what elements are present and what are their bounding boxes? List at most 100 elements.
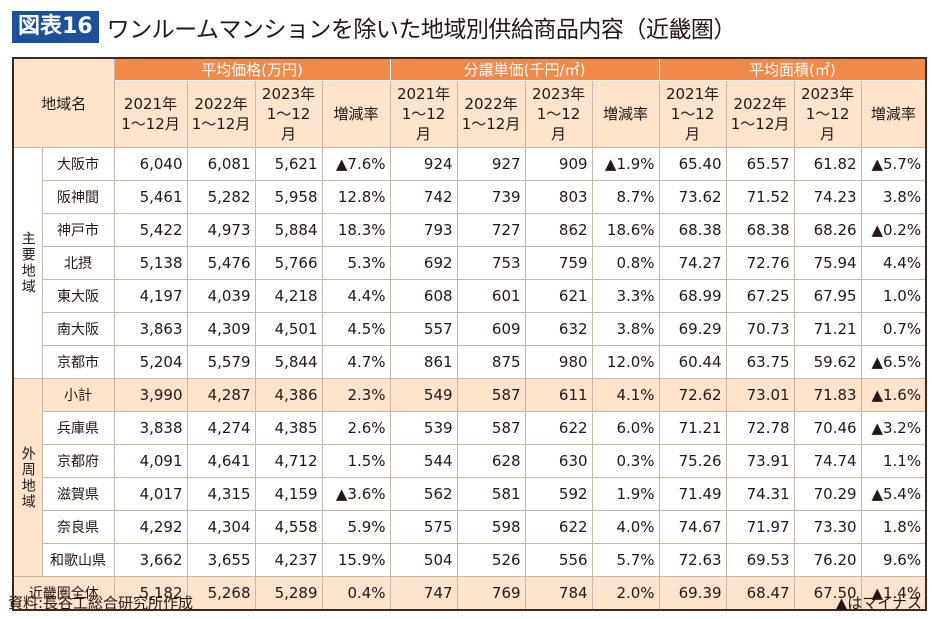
sub-header: 2022年 1～12月: [456, 80, 526, 148]
cell-value: 74.27: [658, 246, 727, 280]
cell-value: 72.78: [725, 411, 795, 445]
cell-value: 575: [389, 510, 458, 544]
region-name: 大阪市: [41, 147, 115, 181]
cell-value: 3,662: [113, 543, 188, 577]
table-row: 兵庫県 3,838 4,274 4,385 2.6% 539 587 622 6.0% 71.21…: [13, 411, 927, 445]
cell-value: 71.52: [725, 180, 795, 214]
cell-value: 5,268: [186, 576, 256, 611]
region-name: 滋賀県: [41, 477, 115, 511]
cell-value: 72.76: [725, 246, 795, 280]
cell-value: 71.21: [658, 411, 727, 445]
table-row: 滋賀県 4,017 4,315 4,159 ▲3.6% 562 581 592 1.9% 71.4…: [13, 477, 927, 511]
cell-value: 74.23: [793, 180, 862, 214]
cell-value: ▲3.2%: [860, 411, 927, 445]
cell-value: 557: [389, 312, 458, 346]
cell-value: 69.29: [658, 312, 727, 346]
cell-value: 73.01: [725, 378, 795, 412]
cell-value: 6,040: [113, 147, 188, 181]
cell-value: 6.0%: [591, 411, 660, 445]
group-label-outer: 外周地域: [12, 378, 43, 577]
minus-note: ▲はマイナス: [835, 594, 922, 612]
cell-value: 4,386: [254, 378, 323, 412]
cell-value: 2.0%: [591, 576, 660, 611]
cell-value: 5.7%: [591, 543, 660, 577]
cell-value: 75.26: [658, 444, 727, 478]
cell-value: 4,558: [254, 510, 323, 544]
figure-title-text: ワンルームマンションを除いた地域別供給商品内容（近畿圏）: [106, 17, 737, 43]
sub-header: 2021年 1～12月: [658, 80, 727, 148]
cell-value: 70.46: [793, 411, 862, 445]
cell-value: 2.3%: [321, 378, 391, 412]
cell-value: ▲1.6%: [860, 378, 927, 412]
cell-value: 608: [389, 279, 458, 313]
cell-value: 4,197: [113, 279, 188, 313]
cell-value: 4,292: [113, 510, 188, 544]
cell-value: 556: [524, 543, 593, 577]
cell-value: 4.4%: [321, 279, 391, 313]
region-name: 近畿圏全体: [12, 576, 115, 611]
cell-value: ▲5.7%: [860, 147, 927, 181]
cell-value: 65.57: [725, 147, 795, 181]
cell-value: 70.73: [725, 312, 795, 346]
sub-header: 増減率: [860, 80, 927, 148]
supply-table: 地域名 平均価格(万円) 分譲単価(千円/㎡) 平均面積(㎡) 2021年 1～12月 2…: [12, 57, 928, 611]
cell-value: 4,641: [186, 444, 256, 478]
cell-value: 71.21: [793, 312, 862, 346]
cell-value: 3.8%: [860, 180, 927, 214]
table-row: 神戸市 5,422 4,973 5,884 18.3% 793 727 862 18.6% 68.…: [13, 213, 927, 247]
cell-value: 73.91: [725, 444, 795, 478]
source-note: 資料:長谷工総合研究所作成: [8, 594, 194, 612]
cell-value: 4,385: [254, 411, 323, 445]
sub-header: 2021年 1～12月: [389, 80, 458, 148]
table-row: 京都府 4,091 4,641 4,712 1.5% 544 628 630 0.3% 75.26…: [13, 444, 927, 478]
table-row: 京都市 5,204 5,579 5,844 4.7% 861 875 980 12.0% 60.4…: [13, 345, 927, 379]
cell-value: 74.67: [658, 510, 727, 544]
cell-value: 15.9%: [321, 543, 391, 577]
sub-header: 増減率: [591, 80, 660, 148]
cell-value: 742: [389, 180, 458, 214]
table-row: 阪神間 5,461 5,282 5,958 12.8% 742 739 803 8.7% 73.6…: [13, 180, 927, 214]
cell-value: ▲5.4%: [860, 477, 927, 511]
cell-value: 924: [389, 147, 458, 181]
cell-value: 769: [456, 576, 526, 611]
cell-value: 72.62: [658, 378, 727, 412]
sub-header: 増減率: [321, 80, 391, 148]
cell-value: 609: [456, 312, 526, 346]
cell-value: 67.50: [793, 576, 862, 611]
sub-header: 2023年 1～12月: [524, 80, 593, 148]
cell-value: 1.8%: [860, 510, 927, 544]
cell-value: 5,958: [254, 180, 323, 214]
cell-value: 803: [524, 180, 593, 214]
cell-value: 549: [389, 378, 458, 412]
table-row: 北摂 5,138 5,476 5,766 5.3% 692 753 759 0.8% 74.27 7…: [13, 246, 927, 280]
cell-value: 65.40: [658, 147, 727, 181]
cell-value: 3.3%: [591, 279, 660, 313]
cell-value: 4,315: [186, 477, 256, 511]
cell-value: 4.0%: [591, 510, 660, 544]
figure-title: 図表16 ワンルームマンションを除いた地域別供給商品内容（近畿圏）: [12, 10, 736, 44]
cell-value: 73.62: [658, 180, 727, 214]
cell-value: 861: [389, 345, 458, 379]
cell-value: 622: [524, 510, 593, 544]
cell-value: 5,422: [113, 213, 188, 247]
cell-value: 68.99: [658, 279, 727, 313]
cell-value: 63.75: [725, 345, 795, 379]
cell-value: 909: [524, 147, 593, 181]
cell-value: 68.38: [658, 213, 727, 247]
cell-value: 5.3%: [321, 246, 391, 280]
cell-value: 5,766: [254, 246, 323, 280]
region-name: 兵庫県: [41, 411, 115, 445]
cell-value: 4,304: [186, 510, 256, 544]
cell-value: 76.20: [793, 543, 862, 577]
cell-value: 4,973: [186, 213, 256, 247]
cell-value: 4,712: [254, 444, 323, 478]
cell-value: 862: [524, 213, 593, 247]
cell-value: 539: [389, 411, 458, 445]
table-row: 奈良県 4,292 4,304 4,558 5.9% 575 598 622 4.0% 74.67…: [13, 510, 927, 544]
cell-value: 5,621: [254, 147, 323, 181]
cell-value: 753: [456, 246, 526, 280]
cell-value: 68.47: [725, 576, 795, 611]
cell-value: 793: [389, 213, 458, 247]
cell-value: 1.0%: [860, 279, 927, 313]
cell-value: 68.26: [793, 213, 862, 247]
